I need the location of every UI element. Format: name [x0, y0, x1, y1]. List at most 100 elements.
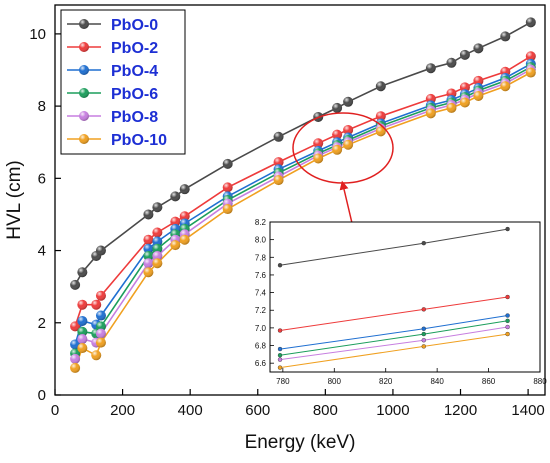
- data-point: [143, 258, 154, 269]
- legend-label: PbO-6: [111, 86, 158, 103]
- inset-y-tick-label: 7.0: [255, 324, 267, 333]
- inset-x-tick-label: 860: [482, 377, 496, 386]
- data-point: [473, 75, 484, 86]
- inset-data-point: [277, 357, 283, 362]
- data-point: [343, 96, 354, 107]
- data-point: [343, 124, 354, 135]
- data-point: [95, 328, 106, 339]
- inset-y-tick-label: 8.0: [255, 236, 267, 245]
- data-point: [459, 97, 470, 108]
- inset-data-point: [505, 313, 510, 318]
- data-point: [375, 126, 386, 137]
- inset-x-tick-label: 780: [276, 377, 290, 386]
- legend-entry: PbO-4: [67, 63, 158, 80]
- data-point: [77, 326, 88, 337]
- data-point: [222, 158, 233, 169]
- y-axis-label: HVL (cm): [4, 160, 25, 240]
- inset-data-point: [421, 326, 426, 331]
- y-tick-label: 2: [38, 315, 46, 332]
- data-point: [95, 321, 106, 332]
- data-point: [273, 175, 284, 186]
- y-tick-label: 10: [29, 26, 46, 43]
- data-point: [152, 250, 163, 261]
- x-axis-label: Energy (keV): [245, 432, 356, 453]
- data-point: [179, 184, 190, 195]
- data-point: [500, 81, 511, 92]
- data-point: [77, 343, 88, 354]
- inset-data-point: [421, 338, 426, 343]
- legend-entry: PbO-0: [67, 17, 158, 34]
- data-point: [91, 299, 102, 310]
- data-point: [77, 315, 88, 326]
- inset-data-point: [505, 226, 510, 232]
- data-point: [143, 234, 154, 245]
- y-tick-label: 4: [38, 243, 46, 260]
- data-point: [91, 350, 102, 361]
- data-point: [525, 67, 536, 78]
- inset-data-point: [505, 318, 510, 324]
- data-point: [170, 191, 181, 202]
- legend-label: PbO-10: [111, 132, 167, 149]
- data-point: [95, 337, 106, 348]
- data-point: [70, 353, 81, 364]
- legend-entry: PbO-2: [67, 40, 158, 57]
- data-point: [459, 82, 470, 93]
- data-point: [459, 49, 470, 60]
- data-point: [143, 243, 154, 254]
- legend-entry: PbO-6: [67, 86, 158, 103]
- data-point: [179, 211, 190, 222]
- inset-y-tick-label: 7.6: [255, 271, 267, 280]
- data-point: [77, 334, 88, 345]
- data-point: [273, 131, 284, 142]
- legend-entry: PbO-8: [67, 109, 158, 126]
- data-point: [500, 31, 511, 42]
- legend-label: PbO-8: [111, 109, 158, 126]
- data-point: [525, 17, 536, 28]
- inset-x-tick-label: 840: [430, 377, 444, 386]
- data-point: [222, 182, 233, 193]
- legend-label: PbO-0: [111, 17, 158, 34]
- legend-box: [60, 9, 186, 155]
- data-point: [170, 216, 181, 227]
- inset-data-point: [277, 365, 283, 370]
- x-tick-label: 600: [245, 402, 270, 419]
- data-point: [425, 108, 436, 119]
- data-point: [77, 299, 88, 310]
- inset-y-tick-label: 6.8: [255, 342, 267, 351]
- data-point: [152, 243, 163, 254]
- inset-y-tick-label: 6.6: [255, 359, 267, 368]
- data-point: [375, 111, 386, 122]
- data-point: [70, 321, 81, 332]
- data-point: [313, 153, 324, 164]
- data-point: [70, 362, 81, 373]
- inset-data-point: [421, 307, 426, 312]
- inset-data-point: [421, 344, 426, 349]
- inset-y-tick-label: 7.4: [255, 289, 267, 298]
- inset-data-point: [277, 263, 283, 268]
- data-point: [143, 209, 154, 220]
- x-tick-label: 0: [51, 402, 59, 419]
- data-point: [152, 258, 163, 269]
- data-point: [425, 63, 436, 74]
- data-point: [375, 81, 386, 92]
- inset-frame: [269, 221, 541, 373]
- x-tick-label: 200: [110, 402, 135, 419]
- inset-y-tick-label: 7.2: [255, 306, 267, 315]
- inset-data-point: [421, 331, 426, 337]
- legend-entry: PbO-10: [67, 132, 167, 149]
- data-point: [70, 279, 81, 290]
- data-point: [222, 204, 233, 215]
- inset-data-point: [505, 294, 510, 300]
- main-plot: 0 200 400 600 800 1000 1200 1400 0 2 4 6 8 10 Energy (…: [4, 4, 546, 453]
- y-tick-label: 6: [38, 170, 46, 187]
- y-tick-label: 8: [38, 98, 46, 115]
- data-point: [95, 310, 106, 321]
- x-tick-label: 400: [178, 402, 203, 419]
- data-point: [179, 234, 190, 245]
- data-point: [313, 138, 324, 149]
- x-tick-label: 1000: [376, 402, 409, 419]
- data-point: [332, 129, 343, 140]
- inset-y-tick-label: 7.8: [255, 253, 267, 262]
- data-point: [77, 267, 88, 278]
